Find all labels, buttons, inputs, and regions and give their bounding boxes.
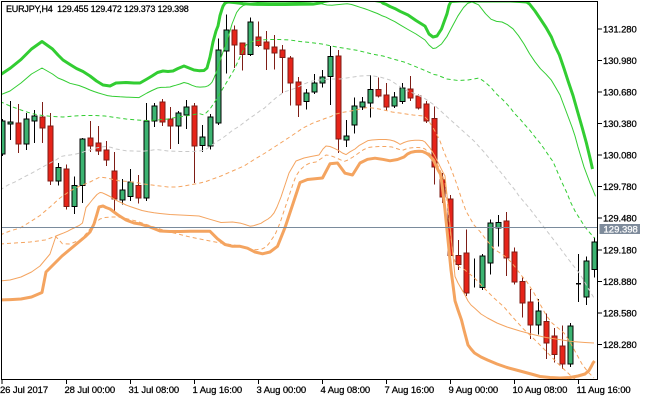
svg-text:129.480: 129.480 xyxy=(603,214,637,225)
svg-text:131.280: 131.280 xyxy=(603,25,637,36)
svg-text:4 Aug 08:00: 4 Aug 08:00 xyxy=(321,385,371,396)
svg-text:31 Jul 08:00: 31 Jul 08:00 xyxy=(129,385,180,396)
svg-text:1 Aug 16:00: 1 Aug 16:00 xyxy=(193,385,243,396)
svg-text:28 Jul 00:00: 28 Jul 00:00 xyxy=(65,385,116,396)
svg-text:7 Aug 16:00: 7 Aug 16:00 xyxy=(385,385,435,396)
svg-text:129.398: 129.398 xyxy=(604,225,638,236)
svg-text:26 Jul 2017: 26 Jul 2017 xyxy=(0,385,48,396)
svg-text:128.880: 128.880 xyxy=(603,277,637,288)
svg-text:130.680: 130.680 xyxy=(603,88,637,99)
svg-text:EURJPY,H4 129.455 129.472 129: EURJPY,H4 129.455 129.472 129.373 129.39… xyxy=(6,4,189,14)
svg-text:3 Aug 00:00: 3 Aug 00:00 xyxy=(257,385,307,396)
svg-text:128.280: 128.280 xyxy=(603,340,637,351)
svg-text:11 Aug 16:00: 11 Aug 16:00 xyxy=(577,385,631,396)
svg-text:130.080: 130.080 xyxy=(603,151,637,162)
svg-text:130.380: 130.380 xyxy=(603,119,637,130)
svg-text:9 Aug 00:00: 9 Aug 00:00 xyxy=(449,385,499,396)
svg-text:129.180: 129.180 xyxy=(603,246,637,257)
svg-text:10 Aug 08:00: 10 Aug 08:00 xyxy=(513,385,568,396)
svg-text:128.580: 128.580 xyxy=(603,309,637,320)
svg-text:130.980: 130.980 xyxy=(603,56,637,67)
svg-text:129.780: 129.780 xyxy=(603,182,637,193)
